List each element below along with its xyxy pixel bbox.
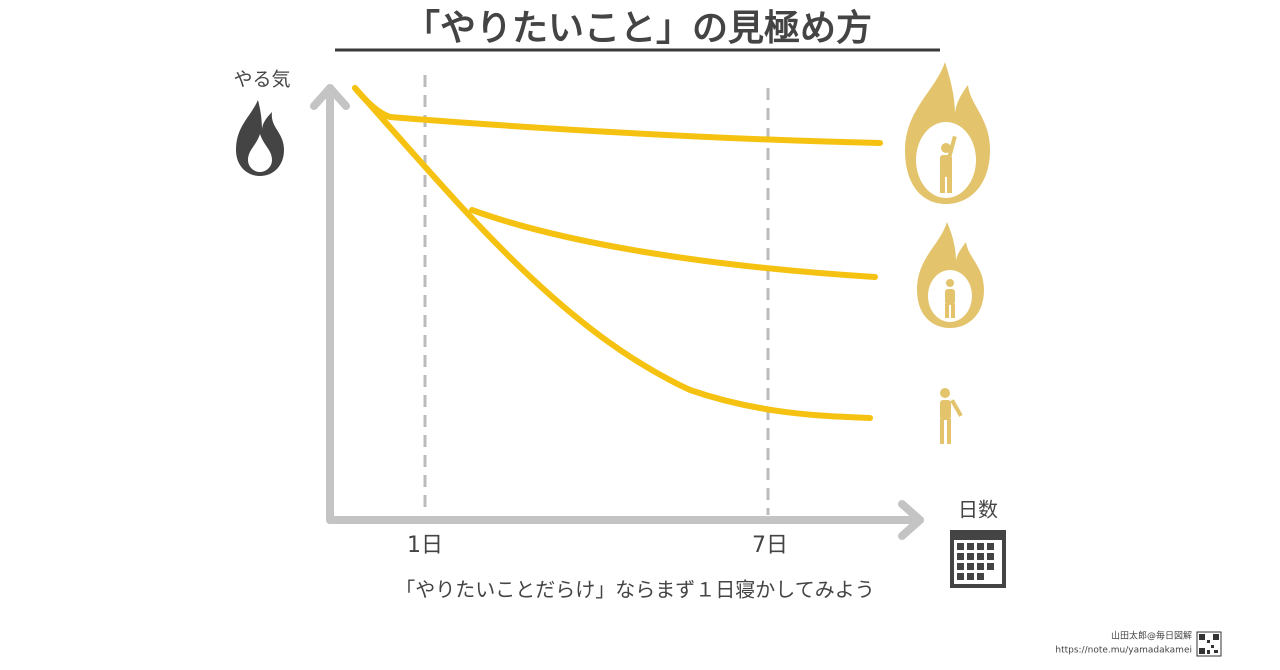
footer-author: 山田太郎@毎日図解 bbox=[1111, 630, 1192, 642]
x-mark: 1日 bbox=[407, 533, 443, 558]
axes bbox=[310, 84, 924, 540]
curves bbox=[352, 85, 883, 421]
footer-url: https://note.mu/yamadakamei bbox=[1055, 646, 1192, 656]
person-standing bbox=[945, 279, 955, 318]
flame-inner bbox=[248, 134, 272, 172]
y-label: やる気 bbox=[233, 69, 290, 91]
x-label: 日数 bbox=[958, 498, 998, 522]
calendar-icon bbox=[950, 530, 1006, 588]
curve-low bbox=[352, 85, 873, 421]
curve-high bbox=[352, 85, 883, 146]
qr-code bbox=[1196, 631, 1222, 657]
person-cheering bbox=[940, 135, 957, 193]
curve-mid bbox=[469, 207, 878, 280]
x-mark: 7日 bbox=[752, 533, 788, 558]
title: 「やりたいこと」の見極め方 bbox=[404, 8, 872, 49]
caption: 「やりたいことだらけ」ならまず１日寝かしてみよう bbox=[395, 578, 874, 602]
person-tired bbox=[940, 388, 963, 444]
